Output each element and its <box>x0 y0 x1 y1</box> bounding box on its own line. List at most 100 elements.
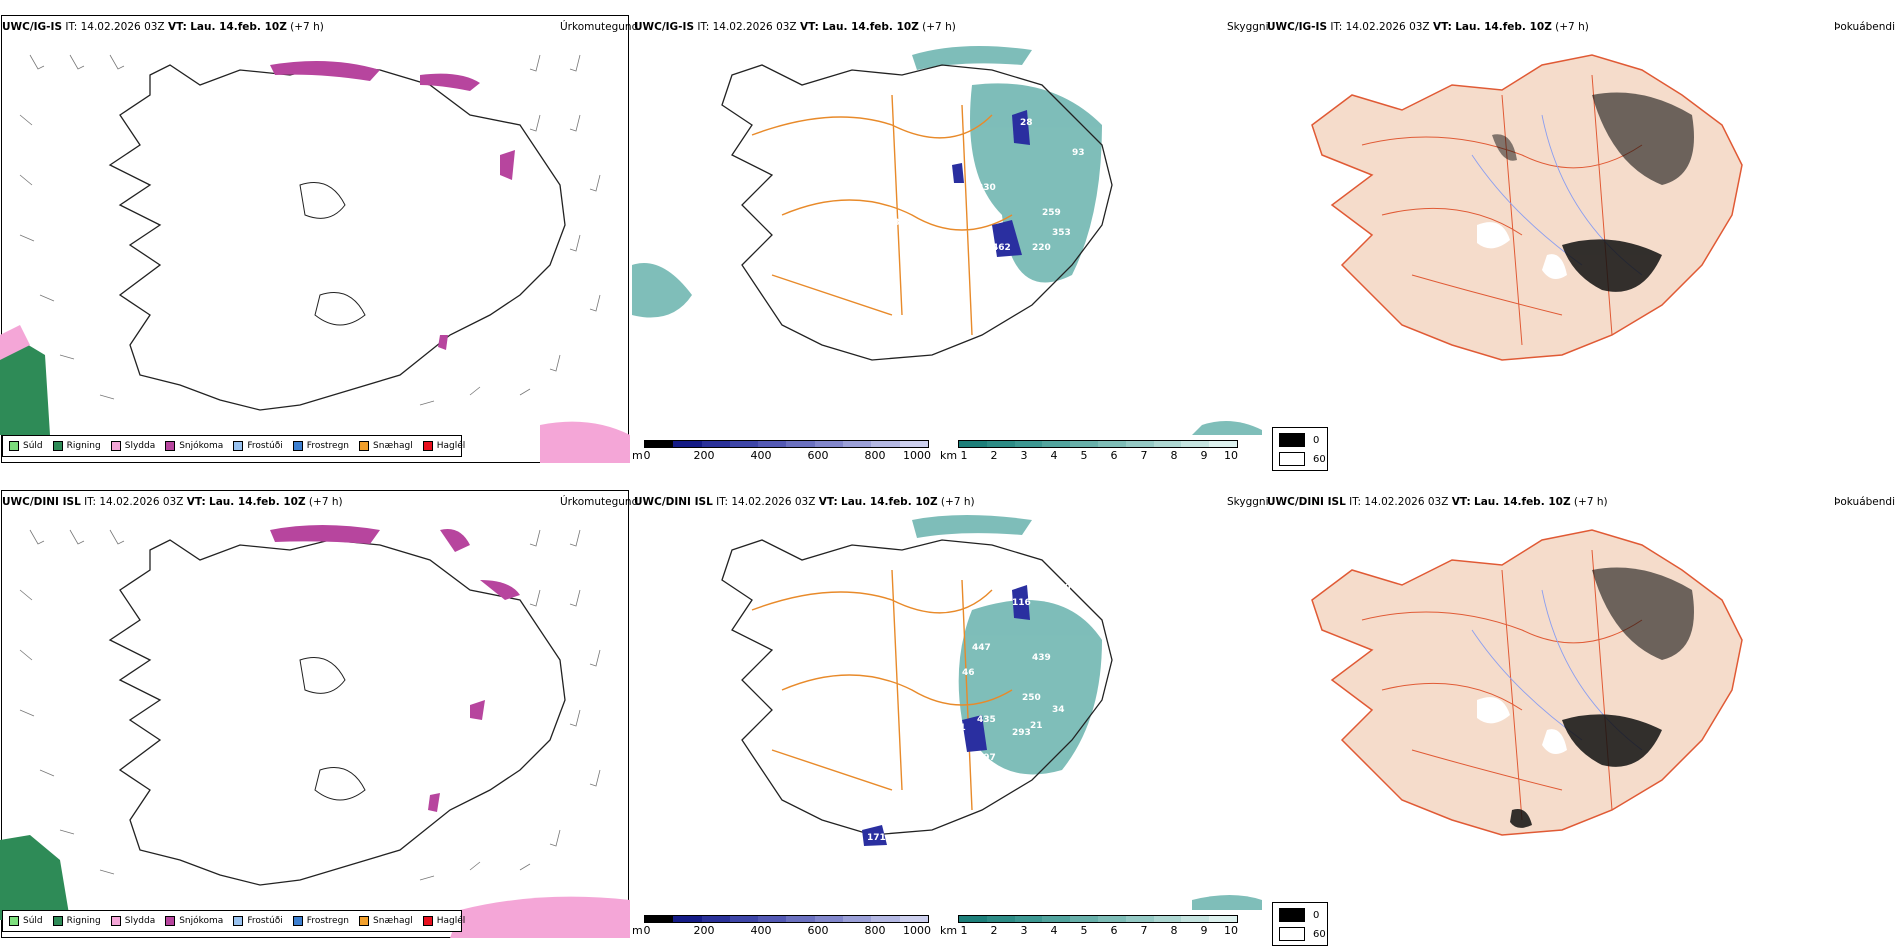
precip-type-map <box>0 54 630 463</box>
ceiling-label: 140 <box>1052 583 1071 593</box>
legend-swatch <box>9 441 19 451</box>
legend-swatch <box>165 441 176 451</box>
fog-index-panel: UWC/IG-IS IT: 14.02.2026 03Z VT: Lau. 14… <box>1262 15 1900 471</box>
low-ceiling-areas <box>862 585 1030 846</box>
legend-swatch <box>233 916 244 926</box>
ceiling-label: 197 <box>977 753 996 763</box>
field-name: Skyggni <box>1227 496 1269 508</box>
glaciers <box>299 182 366 326</box>
visibility-tick: 6 <box>1110 449 1118 462</box>
lead-time: (+7 h) <box>290 21 324 33</box>
high-fog-areas <box>1510 567 1694 828</box>
lead-time: (+7 h) <box>1573 496 1608 508</box>
legend-item: Snjókoma <box>165 916 223 926</box>
legend-item: Slydda <box>110 441 155 451</box>
visibility-colorbar-ramp <box>958 915 1238 923</box>
ceiling-label: 319 <box>977 773 996 783</box>
visibility-tick: 2 <box>990 449 998 462</box>
ceiling-tick: 600 <box>807 924 829 937</box>
fog-legend-swatch <box>1279 433 1305 447</box>
low-ceiling-areas <box>952 110 1030 257</box>
wind-barbs <box>19 54 601 406</box>
model-name: UWC/IG-IS <box>1267 21 1328 33</box>
ceiling-label: 447 <box>972 643 991 653</box>
fog-index-map <box>1311 54 1743 361</box>
ceiling-label: 462 <box>992 243 1011 253</box>
visibility-colorbar: km 1 2 3 4 5 6 7 8 9 10 <box>940 915 1240 941</box>
panel-title: UWC/IG-IS IT: 14.02.2026 03Z VT: Lau. 14… <box>2 21 324 33</box>
legend-swatch <box>292 916 303 926</box>
ceiling-label: 439 <box>1032 653 1051 663</box>
legend-item: Snæhagl <box>359 441 413 451</box>
ceiling-colorbar: m 0 200 400 600 800 1000 <box>632 915 932 941</box>
ceiling-colorbar: m 0 200 400 600 800 1000 <box>632 440 932 466</box>
legend-item: Frostúði <box>233 441 283 451</box>
visibility-panel: UWC/IG-IS IT: 14.02.2026 03Z VT: Lau. 14… <box>632 15 1269 466</box>
precip-type-legend: Súld Rigning Slydda Snjókoma Frostúði Fr… <box>2 435 465 457</box>
fog-legend-item: 60 <box>1279 452 1326 466</box>
ceiling-labels: 28 7 72 230 185 259 93 353 462 220 317 <box>887 118 1085 298</box>
ceiling-label: 46 <box>962 668 975 678</box>
forecast-row-ig-is: UWC/IG-IS IT: 14.02.2026 03Z VT: Lau. 14… <box>0 15 1900 471</box>
visibility-tick: 7 <box>1140 924 1148 937</box>
legend-item: Snæhagl <box>359 916 413 926</box>
lead-time: (+7 h) <box>308 496 343 508</box>
sleet-areas <box>450 896 630 938</box>
legend-swatch <box>292 441 303 451</box>
legend-swatch <box>9 916 19 926</box>
ceiling-unit: m <box>632 924 643 937</box>
ceiling-tick: 400 <box>750 924 772 937</box>
model-name: UWC/DINI ISL <box>1267 496 1346 508</box>
visibility-colorbar: km 1 2 3 4 5 6 7 8 9 10 <box>940 440 1240 466</box>
ceiling-label: 317 <box>992 288 1011 298</box>
roads <box>1361 549 1643 821</box>
roads <box>1361 74 1643 346</box>
legend-swatch <box>359 916 370 926</box>
model-name: UWC/IG-IS <box>634 21 695 33</box>
glacier-areas <box>1477 697 1567 754</box>
legend-swatch <box>359 441 370 451</box>
valid-time: Lau. 14.feb. 10Z <box>822 21 919 33</box>
legend-item: Frostregn <box>292 441 349 451</box>
ceiling-tick: 0 <box>643 924 651 937</box>
ceiling-tick: 200 <box>693 449 715 462</box>
visibility-tick: 1 <box>960 924 968 937</box>
ceiling-label: 72 <box>937 158 950 168</box>
fog-legend-item: 0 <box>1279 433 1319 447</box>
legend-swatch <box>422 916 433 926</box>
iceland-outline <box>108 539 566 886</box>
field-name: Úrkomutegund <box>560 496 639 508</box>
legend-swatch <box>233 441 244 451</box>
init-time: 14.02.2026 03Z <box>731 496 816 508</box>
ceiling-unit: m <box>632 449 643 462</box>
ceiling-label: 541 <box>947 723 966 733</box>
field-name: Úrkomutegund <box>560 21 639 33</box>
init-time: 14.02.2026 03Z <box>80 21 165 33</box>
ceiling-label: 220 <box>1032 243 1051 253</box>
visibility-tick: 10 <box>1224 449 1238 462</box>
ceiling-label: 171 <box>867 833 886 843</box>
init-time: 14.02.2026 03Z <box>712 21 797 33</box>
low-visibility-areas <box>912 515 1262 910</box>
legend-item: Haglél <box>422 441 465 451</box>
glaciers <box>299 657 366 801</box>
legend-item: Súld <box>9 441 43 451</box>
fog-legend-swatch <box>1279 908 1305 922</box>
visibility-colorbar-ramp <box>958 440 1238 448</box>
legend-swatch <box>52 916 63 926</box>
visibility-tick: 1 <box>960 449 968 462</box>
panel-title: UWC/IG-IS IT: 14.02.2026 03Z VT: Lau. 14… <box>1267 21 1589 33</box>
legend-item: Frostregn <box>292 916 349 926</box>
visibility-tick: 5 <box>1080 449 1088 462</box>
ceiling-label: 185 <box>887 218 906 228</box>
valid-time: Lau. 14.feb. 10Z <box>1474 496 1571 508</box>
legend-swatch <box>52 441 63 451</box>
legend-item: Snjókoma <box>165 441 223 451</box>
ceiling-colorbar-ramp <box>644 440 929 448</box>
field-name: Þokuábendi <box>1834 21 1895 33</box>
ceiling-tick: 600 <box>807 449 829 462</box>
ceiling-labels: 116 140 447 46 439 250 34 541 435 21 293… <box>867 583 1071 843</box>
rain-areas <box>0 835 70 920</box>
valid-time: Lau. 14.feb. 10Z <box>1455 21 1552 33</box>
rain-areas <box>0 340 50 435</box>
